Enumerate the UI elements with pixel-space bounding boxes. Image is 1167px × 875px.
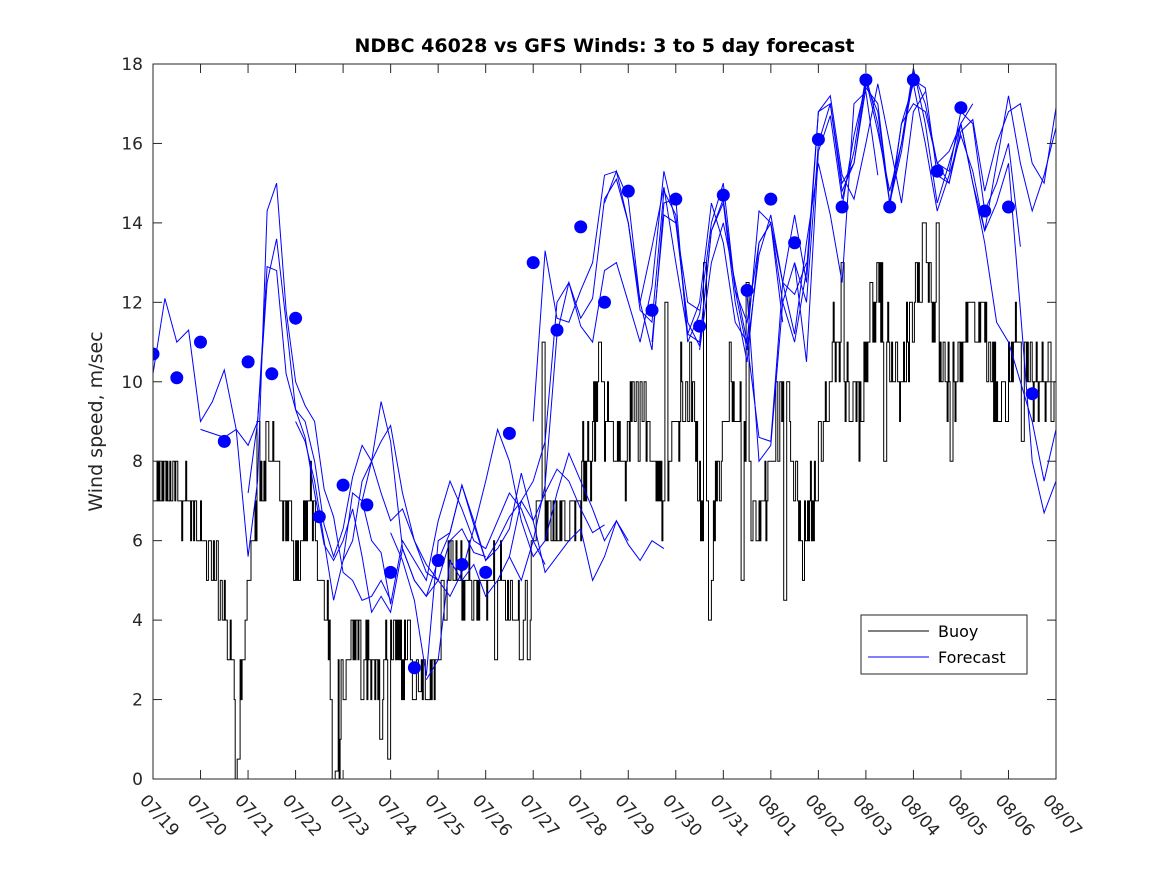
- forecast-line: [794, 67, 1056, 482]
- forecast-point: [241, 355, 255, 369]
- forecast-point: [716, 188, 730, 202]
- forecast-point: [550, 323, 564, 337]
- y-tick-label: 8: [132, 452, 143, 472]
- forecast-point: [883, 200, 897, 214]
- y-tick-label: 2: [132, 691, 143, 711]
- forecast-point: [312, 510, 326, 524]
- forecast-point: [1025, 387, 1039, 401]
- y-tick-label: 4: [132, 611, 143, 631]
- forecast-point: [407, 661, 421, 675]
- forecast-line: [936, 102, 1056, 192]
- forecast-point: [431, 554, 445, 567]
- forecast-point: [598, 295, 611, 309]
- forecast-point: [265, 367, 279, 381]
- y-tick-label: 10: [121, 373, 143, 393]
- forecast-point: [906, 73, 920, 87]
- legend: Buoy Forecast: [860, 614, 1028, 675]
- forecast-point: [526, 256, 540, 270]
- forecast-point: [835, 200, 849, 214]
- forecast-line: [200, 238, 439, 581]
- forecast-point: [384, 565, 398, 579]
- forecast-point: [764, 192, 778, 206]
- forecast-point: [336, 478, 350, 492]
- forecast-line: [361, 424, 629, 598]
- forecast-point: [502, 426, 516, 440]
- forecast-point: [289, 311, 303, 325]
- y-tick-label: 14: [121, 214, 143, 234]
- forecast-line: [889, 95, 1056, 231]
- forecast-markers: [153, 73, 1039, 675]
- forecast-line: [247, 265, 486, 614]
- forecast-line: [508, 177, 784, 582]
- forecast-point: [621, 184, 635, 198]
- forecast-point: [217, 434, 231, 448]
- forecast-point: [574, 220, 588, 234]
- forecast-series: [153, 67, 1056, 680]
- forecast-line: [295, 421, 546, 605]
- y-axis-label: Wind speed, m/sec: [85, 331, 107, 511]
- forecast-point: [153, 347, 160, 361]
- forecast-point: [954, 101, 968, 115]
- forecast-point: [669, 192, 683, 206]
- forecast-point: [360, 498, 374, 512]
- y-tick-label: 6: [132, 532, 143, 552]
- y-tick-label: 12: [121, 293, 143, 313]
- forecast-line: [604, 90, 879, 351]
- forecast-point: [978, 204, 992, 218]
- forecast-line: [699, 79, 974, 443]
- y-tick-label: 0: [132, 770, 143, 790]
- forecast-line: [651, 83, 926, 362]
- forecast-point: [455, 558, 469, 571]
- forecast-point: [1002, 200, 1015, 214]
- y-tick-label: 18: [121, 55, 143, 75]
- forecast-point: [645, 303, 659, 317]
- forecast-point: [811, 133, 825, 146]
- legend-forecast-label: Forecast: [938, 648, 1006, 667]
- axes-box: [152, 63, 1057, 780]
- forecast-point: [693, 319, 707, 333]
- y-tick-label: 16: [121, 134, 143, 154]
- forecast-line: [425, 171, 700, 680]
- forecast-point: [930, 164, 944, 178]
- forecast-point: [740, 283, 754, 297]
- legend-buoy-label: Buoy: [938, 622, 978, 641]
- chart-title: NDBC 46028 vs GFS Winds: 3 to 5 day fore…: [354, 35, 854, 57]
- forecast-point: [479, 565, 493, 579]
- forecast-line: [153, 183, 392, 601]
- forecast-point: [194, 335, 207, 349]
- buoy-line: [153, 222, 1056, 779]
- forecast-point: [859, 73, 873, 87]
- forecast-line: [841, 82, 1056, 515]
- forecast-line: [342, 401, 605, 598]
- y-axis: 0 2 4 6 8 10 12 14 16 18: [121, 55, 1056, 790]
- forecast-point: [788, 236, 802, 250]
- buoy-series: [153, 222, 1056, 779]
- legend-box: [860, 614, 1028, 675]
- forecast-point: [170, 371, 184, 385]
